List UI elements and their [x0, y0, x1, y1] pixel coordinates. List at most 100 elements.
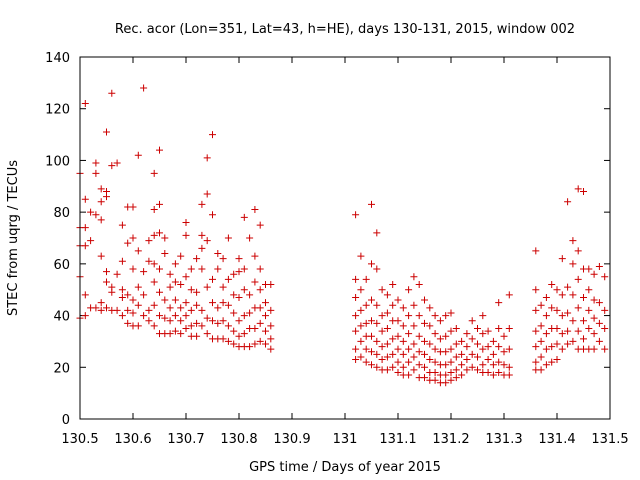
data-point	[182, 231, 190, 239]
data-point	[389, 281, 397, 289]
data-point	[532, 306, 540, 314]
x-axis: 130.5 130.6 130.7 130.8 130.9 131 131.1 131.2 13…	[61, 57, 629, 447]
data-point	[548, 281, 556, 289]
data-point	[585, 325, 593, 332]
data-point	[113, 270, 121, 278]
data-point	[224, 275, 232, 283]
data-point	[373, 301, 381, 309]
data-point	[246, 309, 254, 317]
data-point	[553, 340, 561, 348]
data-point	[113, 159, 121, 167]
data-point	[214, 319, 222, 327]
data-point	[140, 268, 148, 276]
data-point	[182, 312, 190, 320]
data-point	[81, 242, 89, 250]
data-point	[97, 185, 105, 193]
data-point	[246, 234, 254, 242]
data-point	[219, 299, 227, 307]
data-point	[394, 345, 402, 353]
data-point	[235, 332, 243, 340]
data-point	[103, 193, 110, 201]
data-point	[134, 322, 142, 330]
data-point	[474, 325, 481, 332]
data-point	[468, 363, 476, 371]
data-point	[405, 358, 413, 366]
data-point	[145, 306, 153, 314]
data-point	[463, 330, 471, 338]
data-point	[92, 159, 100, 167]
data-point	[129, 296, 137, 304]
data-point	[389, 301, 397, 309]
data-point	[103, 268, 110, 276]
data-point	[505, 363, 513, 371]
data-point	[230, 327, 238, 335]
data-point	[203, 330, 211, 338]
data-point	[595, 337, 603, 345]
data-point	[187, 265, 195, 273]
y-axis: 0 20 40 60 80 100 120 140	[45, 51, 610, 428]
data-point	[92, 169, 100, 177]
data-point	[357, 353, 365, 361]
data-point	[177, 330, 185, 338]
data-point	[140, 291, 148, 299]
data-point	[505, 371, 513, 379]
data-point	[505, 291, 513, 299]
data-point	[97, 252, 105, 260]
data-point	[537, 337, 545, 345]
data-point	[352, 312, 360, 320]
data-point	[389, 363, 397, 371]
data-point	[166, 330, 174, 338]
x-tick-label: 130.6	[114, 432, 151, 447]
data-point	[203, 237, 211, 245]
data-point	[187, 322, 195, 330]
data-point	[383, 340, 391, 348]
data-point	[368, 361, 375, 369]
data-point	[209, 131, 216, 139]
data-point	[203, 314, 211, 322]
data-point	[156, 229, 163, 237]
data-point	[224, 337, 232, 345]
data-point	[171, 296, 179, 304]
data-point	[373, 229, 381, 237]
data-point	[537, 353, 545, 361]
data-point	[484, 368, 492, 376]
data-point	[118, 293, 126, 301]
data-point	[156, 200, 163, 208]
data-point	[118, 286, 126, 294]
data-point	[399, 337, 407, 345]
data-point	[357, 286, 365, 294]
data-point	[558, 345, 566, 353]
data-point	[219, 335, 227, 343]
data-point	[166, 270, 174, 278]
data-point	[489, 337, 497, 345]
data-point	[198, 265, 206, 273]
y-tick-label: 80	[53, 206, 70, 221]
data-point	[447, 327, 455, 335]
data-point	[209, 211, 216, 219]
data-point	[256, 304, 264, 312]
data-point	[595, 262, 603, 270]
data-point	[267, 345, 275, 353]
data-point	[156, 265, 163, 273]
x-tick-label: 131.2	[432, 432, 469, 447]
data-point	[463, 356, 471, 364]
data-point	[442, 379, 450, 387]
data-point	[410, 366, 418, 374]
data-point	[595, 299, 603, 307]
data-point	[383, 325, 391, 332]
data-point	[442, 361, 450, 369]
data-point	[145, 317, 153, 325]
data-point	[177, 317, 185, 325]
data-point	[537, 322, 545, 330]
data-point	[235, 255, 243, 263]
data-point	[87, 208, 95, 216]
data-point	[373, 319, 381, 327]
data-point	[193, 288, 201, 296]
data-point	[134, 151, 142, 159]
data-point	[150, 260, 158, 268]
data-point	[368, 348, 375, 356]
data-point	[468, 317, 476, 325]
data-point	[177, 304, 185, 312]
data-point	[458, 350, 466, 358]
data-point	[362, 301, 370, 309]
